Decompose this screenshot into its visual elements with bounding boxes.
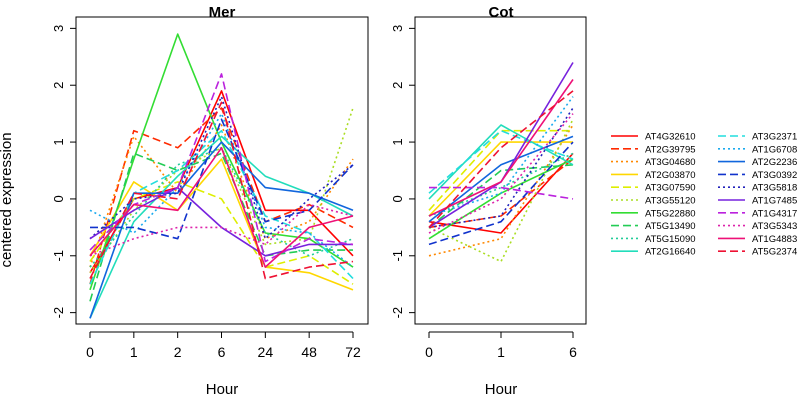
legend-label: AT2G03870 [645, 170, 696, 181]
cot-series-line [428, 79, 574, 217]
legend-label: AT2G39795 [645, 144, 696, 155]
legend-label: AT1G4883 [752, 234, 797, 245]
cot-series-line [428, 141, 573, 217]
mer-y-axis: -2 -1 0 1 2 3 [51, 25, 76, 319]
mer-series-line [89, 203, 354, 257]
mer-x-tick-label: 72 [345, 344, 361, 360]
mer-x-tick-label: 48 [301, 344, 317, 360]
legend-label: AT3G2371 [752, 132, 797, 143]
mer-series-line [89, 101, 354, 280]
cot-x-axis: 0 1 6 [425, 331, 577, 360]
legend-label: AT5G2374 [752, 247, 797, 258]
cot-y-tick-label: 0 [390, 195, 405, 202]
legend-label: AT5G15090 [645, 234, 696, 245]
cot-series-line [428, 124, 574, 200]
mer-x-tick-label: 2 [174, 344, 182, 360]
cot-series-line [428, 152, 574, 234]
mer-x-tick-label: 6 [218, 344, 226, 360]
mer-series-line [89, 181, 354, 285]
cot-y-tick-label: -1 [390, 250, 405, 262]
cot-series-line [428, 96, 574, 217]
mer-y-tick-label: -1 [51, 250, 66, 262]
cot-x-tick-label: 1 [497, 344, 505, 360]
cot-plot-frame [414, 16, 587, 325]
cot-y-tick-label: 2 [390, 82, 405, 89]
cot-series-line [428, 152, 574, 217]
cot-series-line [428, 141, 574, 246]
cot-x-tick-label: 6 [569, 344, 577, 360]
mer-panel: Mer -2 -1 0 1 2 3 0 1 2 6 24 48 72 Hour [51, 4, 369, 398]
legend-label: AT3G5818 [752, 183, 797, 194]
cot-y-tick-label: 3 [390, 25, 405, 32]
cot-title: Cot [489, 4, 514, 21]
legend-label: AT5G13490 [645, 221, 696, 232]
mer-x-tick-label: 1 [130, 344, 138, 360]
legend-label: AT1G7485 [752, 196, 797, 207]
legend-label: AT1G6708 [752, 144, 797, 155]
cot-series-line [428, 113, 574, 234]
mer-y-tick-label: -2 [51, 307, 66, 319]
mer-y-tick-label: 0 [51, 195, 66, 202]
cot-x-axis-label: Hour [485, 381, 518, 398]
legend-label: AT5G22880 [645, 208, 696, 219]
legend-label: AT3G0392 [752, 170, 797, 181]
mer-series-lines [89, 33, 354, 319]
legend-label: AT3G5343 [752, 221, 797, 232]
cot-series-line [428, 129, 574, 194]
legend-label: AT2G16640 [645, 247, 696, 258]
cot-y-tick-label: 1 [390, 138, 405, 145]
legend-label: AT1G4317 [752, 208, 797, 219]
cot-series-lines [428, 62, 574, 263]
legend-label: AT2G2236 [752, 157, 797, 168]
cot-series-line [428, 135, 574, 223]
mer-series-line [90, 118, 354, 240]
cot-x-tick-label: 0 [425, 344, 433, 360]
mer-series-line [89, 141, 354, 319]
mer-series-line [89, 33, 354, 291]
cot-panel: Cot -2 -1 0 1 2 3 0 1 6 Hour [390, 4, 587, 398]
cot-y-axis: -2 -1 0 1 2 3 [390, 25, 415, 319]
mer-title: Mer [209, 4, 236, 21]
legend-label: AT3G07590 [645, 183, 696, 194]
legend-label: AT3G04680 [645, 157, 696, 168]
mer-x-axis-label: Hour [206, 381, 239, 398]
mer-y-tick-label: 3 [51, 25, 66, 32]
mer-series-line [89, 90, 354, 274]
mer-x-tick-label: 24 [258, 344, 274, 360]
mer-y-tick-label: 1 [51, 138, 66, 145]
mer-y-tick-label: 2 [51, 82, 66, 89]
legend-label: AT4G32610 [645, 132, 696, 143]
cot-series-line [429, 186, 574, 200]
cot-series-line [428, 118, 574, 263]
cot-series-line [428, 90, 574, 228]
mer-series-line [89, 147, 354, 268]
mer-series-line [89, 124, 354, 268]
y-axis-label: centered expression [0, 132, 15, 267]
mer-series-line [89, 107, 354, 285]
mer-x-tick-label: 0 [86, 344, 94, 360]
mer-plot-frame [75, 16, 369, 325]
cot-y-tick-label: -2 [390, 307, 405, 319]
mer-series-line [89, 158, 354, 291]
legend-label: AT3G55120 [645, 196, 696, 207]
mer-x-axis: 0 1 2 6 24 48 72 [86, 331, 361, 360]
